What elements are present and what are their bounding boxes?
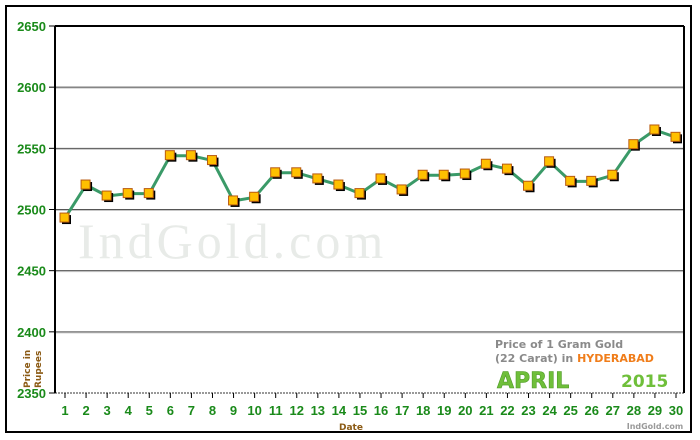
site-credit: IndGold.com bbox=[627, 422, 684, 431]
x-tick-label: 4 bbox=[125, 403, 133, 418]
data-point bbox=[270, 167, 281, 178]
y-tick-label: 2400 bbox=[17, 325, 46, 340]
x-tick-label: 17 bbox=[395, 403, 409, 418]
data-point bbox=[354, 188, 365, 199]
x-axis-label: Date bbox=[339, 423, 363, 433]
data-point bbox=[628, 139, 639, 150]
data-point bbox=[185, 150, 196, 161]
x-tick-label: 13 bbox=[311, 403, 325, 418]
data-point bbox=[228, 195, 239, 206]
caption-city: HYDERABAD bbox=[577, 352, 654, 365]
data-point bbox=[649, 124, 660, 135]
x-tick-label: 19 bbox=[437, 403, 451, 418]
x-tick-label: 2 bbox=[82, 403, 89, 418]
data-point bbox=[501, 163, 512, 174]
x-tick-label: 11 bbox=[269, 403, 283, 418]
watermark: IndGold.com bbox=[78, 213, 387, 269]
caption-month: APRIL bbox=[497, 369, 569, 394]
x-tick-label: 12 bbox=[290, 403, 304, 418]
data-point bbox=[164, 150, 175, 161]
x-tick-label: 21 bbox=[479, 403, 493, 418]
data-point bbox=[122, 188, 133, 199]
data-point bbox=[375, 173, 386, 184]
x-tick-label: 26 bbox=[584, 403, 598, 418]
caption-line1: Price of 1 Gram Gold bbox=[495, 338, 623, 351]
data-point bbox=[59, 212, 70, 223]
x-axis-ticks: 1 2 3 4 5 6 7 8 9 10 11 12 13 14 15 16 17 18 19 20 21 22 23 24 2… bbox=[61, 393, 683, 418]
price-line bbox=[63, 128, 677, 219]
y-axis-label-line2: Rupees bbox=[34, 351, 44, 388]
caption-line2: (22 Carat) in HYDERABAD bbox=[495, 352, 654, 365]
data-point bbox=[586, 175, 597, 186]
data-point bbox=[396, 184, 407, 195]
x-tick-label: 5 bbox=[146, 403, 153, 418]
data-point bbox=[417, 169, 428, 180]
x-tick-label: 24 bbox=[542, 403, 557, 418]
x-tick-label: 8 bbox=[209, 403, 216, 418]
chart-frame bbox=[5, 5, 692, 433]
x-tick-label: 1 bbox=[61, 403, 68, 418]
x-tick-label: 6 bbox=[167, 403, 174, 418]
x-tick-label: 18 bbox=[416, 403, 430, 418]
x-tick-label: 23 bbox=[521, 403, 535, 418]
y-tick-label: 2350 bbox=[17, 386, 46, 401]
x-tick-label: 14 bbox=[332, 403, 347, 418]
x-tick-label: 16 bbox=[374, 403, 388, 418]
data-point bbox=[565, 175, 576, 186]
data-point bbox=[670, 131, 681, 142]
data-point bbox=[607, 169, 618, 180]
x-tick-label: 25 bbox=[563, 403, 577, 418]
data-point bbox=[291, 167, 302, 178]
y-tick-label: 2650 bbox=[17, 19, 46, 34]
x-tick-label: 22 bbox=[500, 403, 514, 418]
data-point bbox=[523, 180, 534, 191]
y-tick-label: 2500 bbox=[17, 203, 46, 218]
x-tick-label: 15 bbox=[353, 403, 367, 418]
data-point bbox=[438, 169, 449, 180]
x-tick-label: 9 bbox=[230, 403, 237, 418]
data-markers bbox=[59, 124, 682, 225]
data-point bbox=[333, 179, 344, 190]
data-point bbox=[206, 155, 217, 166]
data-point bbox=[544, 156, 555, 167]
x-tick-label: 29 bbox=[648, 403, 662, 418]
caption-box: Price of 1 Gram Gold (22 Carat) in HYDER… bbox=[480, 336, 680, 394]
y-axis-ticks: 2350 2400 2450 2500 2550 2600 2650 bbox=[17, 19, 55, 401]
caption-year: 2015 bbox=[621, 372, 668, 392]
data-point bbox=[312, 173, 323, 184]
x-tick-label: 7 bbox=[188, 403, 195, 418]
x-tick-label: 30 bbox=[669, 403, 683, 418]
data-point bbox=[480, 158, 491, 169]
data-point bbox=[80, 179, 91, 190]
y-tick-label: 2600 bbox=[17, 80, 46, 95]
x-tick-label: 27 bbox=[606, 403, 620, 418]
x-tick-label: 3 bbox=[104, 403, 111, 418]
data-point bbox=[101, 190, 112, 201]
caption-prefix: (22 Carat) in bbox=[495, 352, 577, 365]
data-point bbox=[249, 191, 260, 202]
x-tick-label: 28 bbox=[627, 403, 641, 418]
y-tick-label: 2550 bbox=[17, 141, 46, 156]
x-tick-label: 10 bbox=[247, 403, 261, 418]
y-tick-label: 2450 bbox=[17, 264, 46, 279]
data-point bbox=[143, 188, 154, 199]
x-tick-label: 20 bbox=[458, 403, 472, 418]
y-axis-label-line1: Price in bbox=[23, 350, 33, 388]
y-axis-label: Price in Rupees bbox=[23, 350, 44, 388]
data-point bbox=[459, 168, 470, 179]
